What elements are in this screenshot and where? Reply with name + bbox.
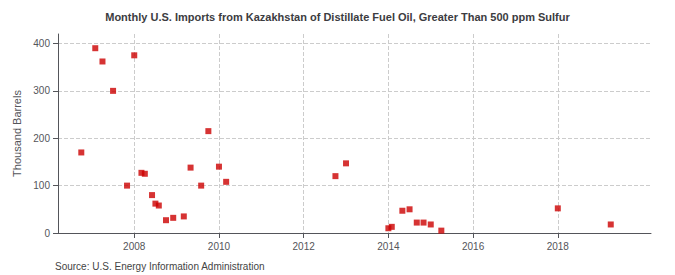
svg-text:2018: 2018 [547,241,570,252]
svg-text:Monthly U.S. Imports from Kaza: Monthly U.S. Imports from Kazakhstan of … [105,11,570,23]
svg-text:Thousand Barrels: Thousand Barrels [11,90,23,177]
svg-text:2014: 2014 [377,241,400,252]
svg-text:400: 400 [33,38,50,49]
svg-text:300: 300 [33,85,50,96]
svg-text:2012: 2012 [293,241,316,252]
svg-text:100: 100 [33,180,50,191]
svg-text:2010: 2010 [208,241,231,252]
svg-text:Source: U.S. Energy Informatio: Source: U.S. Energy Information Administ… [55,261,265,272]
svg-text:0: 0 [44,228,50,239]
svg-text:2008: 2008 [123,241,146,252]
svg-text:200: 200 [33,133,50,144]
svg-text:2016: 2016 [462,241,485,252]
